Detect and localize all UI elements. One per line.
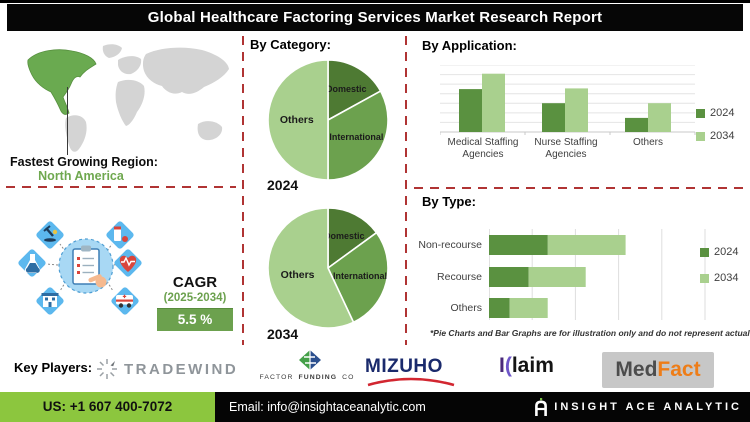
klaim-word: laim xyxy=(511,354,554,377)
type-category-1: Non-recourse xyxy=(418,239,482,251)
legend-2024-swatch xyxy=(696,108,705,118)
map-africa xyxy=(115,79,145,126)
application-heading: By Application: xyxy=(422,38,517,53)
insight-ace-a-icon xyxy=(535,397,548,416)
type-category-2: Recourse xyxy=(437,271,482,283)
application-bar-chart xyxy=(440,65,696,135)
klaim-logo: I(laim xyxy=(499,354,554,378)
factor-funding-logo: FACTOR FUNDING CO xyxy=(246,374,368,381)
footer-bar: Email: info@insightaceanalytic.com INSIG… xyxy=(215,392,750,422)
tradewind-sparkle-icon xyxy=(97,359,117,379)
report-title: Global Healthcare Factoring Services Mar… xyxy=(7,4,743,31)
application-legend: 2024 2034 xyxy=(696,106,734,152)
svg-text:Others: Others xyxy=(281,269,315,281)
legend-2034-label: 2034 xyxy=(710,130,735,142)
klaim-paren: ( xyxy=(504,354,512,377)
factor-funding-diamond-icon xyxy=(299,350,321,370)
separator-left-horizontal xyxy=(6,186,236,188)
separator-right-horizontal xyxy=(414,187,745,189)
top-border xyxy=(0,0,750,3)
region-pointer-line xyxy=(67,87,68,155)
med-word: Med xyxy=(615,358,658,381)
map-asia xyxy=(142,47,229,94)
pie-chart-2024: Domestic International Others xyxy=(267,59,389,181)
legend-2034-swatch xyxy=(696,131,705,141)
cagr-value-badge: 5.5 % xyxy=(157,308,233,331)
mizuho-logo: MIZUHO xyxy=(365,356,443,377)
legend-2034-swatch xyxy=(700,273,709,283)
type-legend: 2024 2034 xyxy=(700,245,738,294)
factor-word: FACTOR xyxy=(259,374,294,381)
map-australia xyxy=(197,121,223,141)
application-category-1: Medical Staffing Agencies xyxy=(447,137,519,160)
legend-item-2034: 2034 xyxy=(696,129,734,143)
mizuho-swoosh-icon xyxy=(367,377,455,387)
legend-2034-label: 2034 xyxy=(714,272,739,284)
legend-2024-label: 2024 xyxy=(714,246,739,258)
legend-item-2024: 2024 xyxy=(700,245,738,259)
type-bar-chart xyxy=(489,229,706,320)
map-europe xyxy=(118,56,142,75)
microscope-icon xyxy=(43,225,58,242)
pie-year-2024: 2024 xyxy=(267,177,299,193)
svg-text:Domestic: Domestic xyxy=(324,231,365,241)
svg-text:Domestic: Domestic xyxy=(326,84,367,94)
clipboard-checklist-icon xyxy=(72,245,107,288)
map-greenland xyxy=(102,44,122,58)
legend-2024-label: 2024 xyxy=(710,107,735,119)
type-heading: By Type: xyxy=(422,194,476,209)
svg-text:International: International xyxy=(329,132,383,142)
co-word: CO xyxy=(342,374,355,381)
category-heading: By Category: xyxy=(250,37,331,52)
healthcare-illustration xyxy=(18,221,142,315)
brand-block: INSIGHT ACE ANALYTIC xyxy=(534,392,742,422)
fastest-region-value: North America xyxy=(38,169,124,183)
type-category-3: Others xyxy=(450,302,482,314)
application-category-3: Others xyxy=(632,137,663,148)
map-north-america-highlight xyxy=(27,49,97,115)
svg-text:Others: Others xyxy=(280,114,314,126)
flask-icon xyxy=(24,254,41,274)
fastest-region-label: Fastest Growing Region: xyxy=(10,155,158,169)
funding-word: FUNDING xyxy=(298,374,338,381)
hospital-icon xyxy=(41,293,59,307)
klaim-bar: I xyxy=(499,354,505,377)
tradewind-logo: TRADEWIND xyxy=(124,361,239,378)
application-category-2: Nurse Staffing Agencies xyxy=(534,137,598,160)
heart-pulse-icon xyxy=(119,255,137,272)
pie-year-2034: 2034 xyxy=(267,326,299,342)
cagr-block: CAGR (2025-2034) 5.5 % xyxy=(150,274,240,331)
pie-chart-2034: Domestic International Others xyxy=(267,207,389,329)
fact-word: Fact xyxy=(657,358,701,381)
legend-item-2024: 2024 xyxy=(696,106,734,120)
separator-vertical-1 xyxy=(242,36,244,345)
svg-text:International: International xyxy=(333,271,387,281)
medfact-logo: MedFact xyxy=(602,352,714,388)
chart-disclaimer: *Pie Charts and Bar Graphs are for illus… xyxy=(430,328,750,338)
medicine-icon xyxy=(114,226,128,242)
cagr-period: (2025-2034) xyxy=(163,292,227,304)
separator-vertical-2 xyxy=(405,36,407,345)
legend-item-2034: 2034 xyxy=(700,271,738,285)
footer-email: Email: info@insightaceanalytic.com xyxy=(229,400,426,414)
ambulance-icon xyxy=(116,294,133,308)
key-players-label: Key Players: xyxy=(14,360,93,375)
footer-phone: US: +1 607 400-7072 xyxy=(0,392,215,422)
map-south-america xyxy=(65,115,87,152)
legend-2024-swatch xyxy=(700,247,709,257)
cagr-label: CAGR xyxy=(172,274,218,291)
world-map xyxy=(27,44,229,152)
brand-name: INSIGHT ACE ANALYTIC xyxy=(554,401,742,413)
